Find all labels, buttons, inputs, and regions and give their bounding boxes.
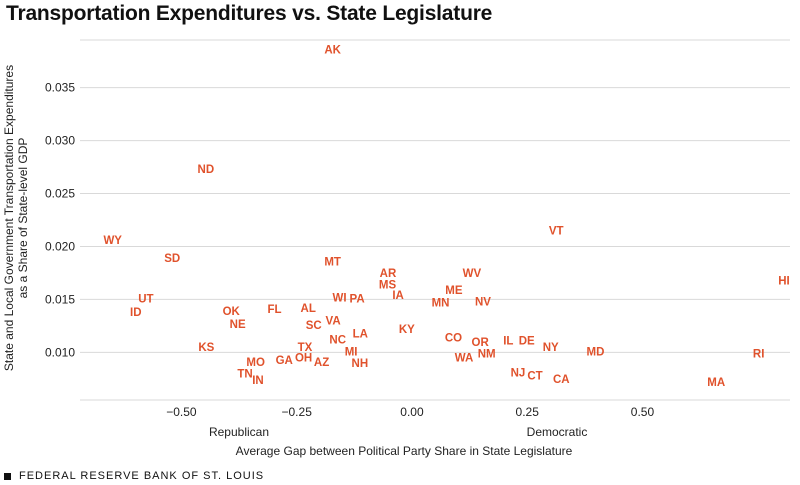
y-axis-title-line-2: as a Share of State-level GDP (16, 138, 30, 299)
point-ny: NY (543, 342, 559, 354)
x-tick-label: −0.50 (166, 405, 197, 419)
x-axis-ticks: −0.50 −0.25 0.00 0.25 0.50 (166, 405, 654, 419)
point-ks: KS (198, 342, 214, 354)
point-sc: SC (306, 320, 322, 332)
point-mn: MN (432, 298, 450, 310)
point-tn: TN (237, 369, 252, 381)
y-tick-label: 0.020 (45, 239, 75, 253)
point-tx: TX (298, 342, 313, 354)
point-de: DE (519, 336, 535, 348)
point-nd: ND (198, 164, 215, 176)
point-ga: GA (276, 355, 293, 367)
y-tick-label: 0.015 (45, 292, 75, 306)
point-or: OR (472, 337, 490, 349)
y-tick-label: 0.010 (45, 345, 75, 359)
point-ne: NE (230, 319, 246, 331)
point-sd: SD (164, 253, 180, 265)
chart-title: Transportation Expenditures vs. State Le… (6, 2, 493, 25)
point-me: ME (445, 285, 463, 297)
x-axis-title: Average Gap between Political Party Shar… (236, 444, 573, 458)
point-mi: MI (345, 346, 358, 358)
scatter-chart: 0.010 0.015 0.020 0.025 0.030 0.035 −0.50 −0.2… (2, 39, 790, 458)
point-wa: WA (455, 353, 474, 365)
x-tick-label: 0.50 (631, 405, 655, 419)
point-ak: AK (324, 45, 341, 57)
footer-text: FEDERAL RESERVE BANK OF ST. LOUIS (19, 470, 265, 482)
point-ok: OK (223, 306, 241, 318)
point-ar: AR (380, 268, 397, 280)
point-al: AL (301, 303, 316, 315)
y-axis-title-line-1: State and Local Government Transportatio… (2, 65, 16, 371)
point-mo: MO (246, 357, 265, 369)
footer: FEDERAL RESERVE BANK OF ST. LOUIS (4, 470, 264, 482)
point-oh: OH (295, 353, 312, 365)
point-il: IL (503, 336, 513, 348)
gridlines (80, 39, 790, 401)
point-fl: FL (268, 304, 282, 316)
x-tick-label: 0.00 (400, 405, 424, 419)
y-tick-label: 0.035 (45, 81, 75, 95)
point-ms: MS (379, 280, 397, 292)
y-axis-ticks: 0.010 0.015 0.020 0.025 0.030 0.035 (45, 81, 75, 360)
point-ct: CT (527, 371, 542, 383)
point-nh: NH (352, 358, 369, 370)
point-md: MD (586, 346, 604, 358)
point-in: IN (252, 375, 264, 387)
point-wv: WV (463, 268, 482, 280)
x-annotation-republican: Republican (209, 425, 269, 439)
point-wi: WI (333, 292, 347, 304)
point-nm: NM (478, 348, 496, 360)
point-ia: IA (392, 290, 404, 302)
point-wy: WY (103, 235, 122, 247)
point-az: AZ (314, 357, 329, 369)
point-co: CO (445, 333, 462, 345)
point-ri: RI (753, 348, 765, 360)
point-ut: UT (138, 293, 153, 305)
point-nj: NJ (511, 367, 526, 379)
footer-square-icon (4, 472, 11, 480)
x-annotation-democratic: Democratic (527, 425, 588, 439)
y-tick-label: 0.030 (45, 134, 75, 148)
y-tick-label: 0.025 (45, 187, 75, 201)
point-pa: PA (350, 293, 365, 305)
point-vt: VT (549, 226, 564, 238)
point-hi: HI (778, 275, 790, 287)
point-ky: KY (399, 324, 415, 336)
point-id: ID (130, 307, 142, 319)
point-la: LA (353, 328, 368, 340)
point-mt: MT (324, 256, 341, 268)
x-tick-label: −0.25 (282, 405, 313, 419)
point-nc: NC (329, 335, 346, 347)
point-nv: NV (475, 297, 491, 309)
x-tick-label: 0.25 (516, 405, 540, 419)
point-ma: MA (707, 377, 725, 389)
point-va: VA (326, 316, 341, 328)
point-ca: CA (553, 374, 570, 386)
